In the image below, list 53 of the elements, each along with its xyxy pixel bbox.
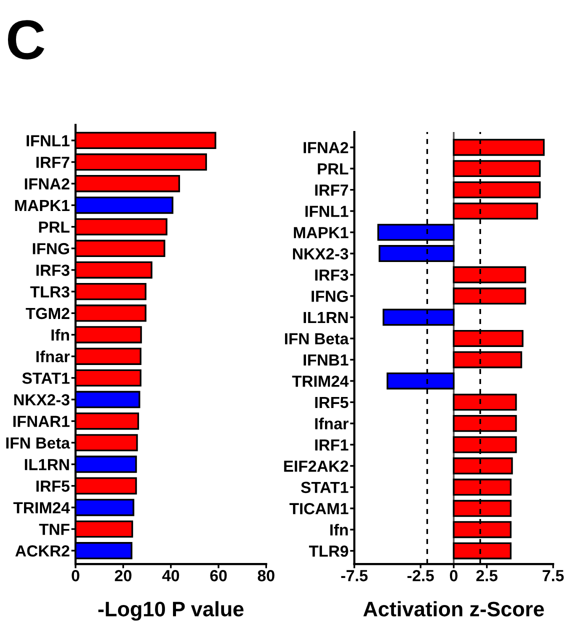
- y-tick-label: IFNG: [312, 290, 348, 302]
- y-tick-label: IFNL1: [305, 206, 348, 217]
- y-tick-label: MAPK1: [15, 200, 70, 211]
- y-tick-label: TRIM24: [13, 502, 70, 514]
- y-tick-label: NKX2-3: [14, 394, 70, 406]
- y-tick-label: NKX2-3: [293, 248, 348, 260]
- y-tick-label: IFNG: [32, 243, 69, 254]
- y-tick-label: Ifnar: [36, 350, 70, 362]
- x-tick-label: 2.5: [476, 570, 498, 582]
- x-tick-label: 0: [72, 570, 80, 582]
- y-tick-label: STAT1: [300, 482, 348, 494]
- y-tick-label: EIF2AK2: [284, 460, 348, 472]
- y-tick-label: IL1RN: [24, 459, 69, 470]
- y-tick-label: TICAM1: [289, 503, 348, 514]
- y-tick-label: IRF3: [36, 264, 70, 276]
- y-tick-label: IRF5: [315, 396, 348, 408]
- y-tick-label: IFNAR1: [13, 416, 70, 427]
- y-tick-label: IRF3: [315, 269, 348, 281]
- y-tick-label: IRF5: [36, 480, 70, 492]
- x-axis-title: -Log10 P value: [98, 601, 244, 621]
- y-tick-label: IFNB1: [304, 354, 348, 366]
- y-tick-label: IFNL1: [26, 135, 70, 146]
- y-tick-label: PRL: [318, 163, 348, 174]
- x-tick-label: 0: [450, 570, 458, 582]
- x-tick-label: -2.5: [407, 570, 434, 582]
- y-tick-label: Ifn: [330, 524, 348, 536]
- y-tick-label: STAT1: [22, 372, 70, 384]
- x-tick-label: 60: [210, 570, 227, 582]
- y-tick-label: IFNA2: [304, 142, 348, 154]
- y-tick-label: Ifnar: [315, 418, 349, 430]
- y-tick-label: TLR3: [30, 286, 70, 298]
- y-tick-label: IRF7: [36, 156, 70, 168]
- text: C: [8, 20, 44, 60]
- y-tick-label: IRF7: [315, 184, 348, 196]
- y-tick-label: IFN Beta: [285, 333, 349, 344]
- y-tick-label: IL1RN: [304, 312, 348, 324]
- y-tick-label: PRL: [39, 222, 70, 233]
- y-tick-label: IFN Beta: [6, 437, 70, 449]
- x-tick-label: 20: [114, 570, 132, 582]
- y-tick-label: MAPK1: [294, 227, 348, 238]
- x-tick-label: 40: [162, 570, 180, 582]
- y-tick-label: Ifn: [52, 328, 69, 341]
- x-tick-label: 80: [258, 570, 274, 582]
- x-tick-label: -7.5: [341, 570, 368, 582]
- y-tick-label: TLR9: [309, 545, 348, 557]
- y-tick-label: IRF1: [315, 439, 348, 450]
- y-tick-label: TNF: [39, 524, 70, 535]
- x-tick-label: 7.5: [542, 570, 564, 582]
- y-tick-label: IFNA2: [24, 178, 70, 190]
- x-axis-title: Activation z-Score: [363, 601, 544, 616]
- y-tick-label: TRIM24: [292, 376, 349, 387]
- y-tick-label: ACKR2: [15, 545, 70, 557]
- y-tick-label: TGM2: [26, 308, 70, 320]
